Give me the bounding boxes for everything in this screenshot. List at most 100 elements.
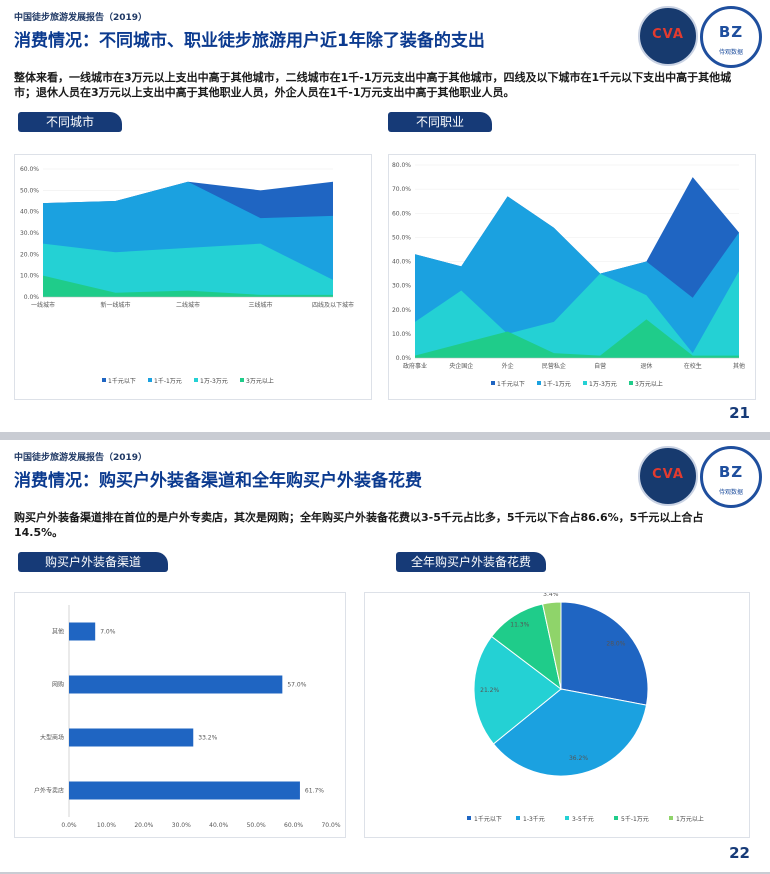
chart-spend-panel: 28.0% 36.2% 21.2% 11.3% 3.4% 1千元以下 1-3千元 3-5千元 5… (364, 592, 750, 838)
category-label: 户外专卖店 (34, 787, 64, 795)
y-tick-label: 70.0% (392, 186, 411, 193)
slice-value-label: 21.2% (480, 687, 499, 694)
legend-swatch (669, 816, 673, 820)
x-tick-label: 三线城市 (248, 301, 272, 309)
bar-value-label: 33.2% (198, 735, 217, 742)
legend-swatch (491, 381, 495, 385)
pie-slice (560, 601, 649, 706)
area-series-3 (43, 243, 333, 297)
chart-city-panel: 0.0% 10.0% 20.0% 30.0% 40.0% 50.0% 60.0% 一线城市 新一… (14, 154, 372, 400)
cva-logo: CVA (638, 446, 698, 506)
bar (69, 728, 194, 747)
bar-value-label: 61.7% (305, 788, 324, 795)
y-tick-label: 20.0% (20, 251, 39, 258)
bar-value-label: 7.0% (100, 629, 116, 636)
legend-label: 5千-1万元 (621, 815, 649, 823)
x-tick-label: 40.0% (209, 822, 228, 829)
cva-logo-text: CVA (652, 467, 684, 482)
x-tick-label: 20.0% (134, 822, 153, 829)
slide-summary: 购买户外装备渠道排在首位的是户外专卖店，其次是网购；全年购买户外装备花费以3-5… (14, 511, 704, 539)
legend-label: 1千-1万元 (154, 377, 182, 385)
legend-swatch (102, 378, 106, 382)
x-tick-label: 70.0% (321, 822, 340, 829)
y-tick-label: 30.0% (20, 230, 39, 237)
x-tick-label: 60.0% (284, 822, 303, 829)
legend-swatch (194, 378, 198, 382)
x-tick-label: 民营私企 (542, 362, 566, 370)
y-tick-label: 60.0% (392, 210, 411, 217)
slide-21: 中国徒步旅游发展报告（2019） 消费情况：不同城市、职业徒步旅游用户近1年除了… (0, 0, 770, 432)
legend-swatch (629, 381, 633, 385)
y-tick-label: 20.0% (392, 307, 411, 314)
x-tick-label: 自营 (594, 362, 606, 370)
y-tick-label: 50.0% (20, 187, 39, 194)
tag-city: 不同城市 (18, 112, 122, 132)
legend-label: 1万-3万元 (200, 378, 228, 385)
slide-title: 消费情况：不同城市、职业徒步旅游用户近1年除了装备的支出 (14, 31, 485, 51)
legend-label: 1千元以下 (474, 815, 502, 823)
legend-swatch (467, 816, 471, 820)
y-tick-label: 0.0% (396, 355, 412, 362)
legend-label: 1-3千元 (523, 815, 545, 823)
tag-channel: 购买户外装备渠道 (18, 552, 168, 572)
slide-title: 消费情况：购买户外装备渠道和全年购买户外装备花费 (14, 471, 422, 491)
bar (69, 675, 283, 694)
legend-label: 1千元以下 (108, 377, 136, 385)
legend-label: 1千-1万元 (543, 380, 571, 388)
legend-label: 3万元以上 (246, 377, 274, 385)
partner-logo: BZ 侍观数据 (700, 6, 762, 68)
bar (69, 781, 300, 800)
x-tick-label: 其他 (733, 362, 745, 370)
slice-value-label: 28.0% (606, 640, 625, 647)
tag-spend: 全年购买户外装备花费 (396, 552, 546, 572)
legend-label: 1万元以上 (676, 815, 704, 823)
x-tick-label: 退休 (640, 362, 652, 370)
chart-city: 0.0% 10.0% 20.0% 30.0% 40.0% 50.0% 60.0% 一线城市 新一… (20, 166, 354, 385)
pie-slice (541, 601, 562, 690)
slice-value-label: 36.2% (569, 755, 588, 762)
cva-logo: CVA (638, 6, 698, 66)
legend-swatch (148, 378, 152, 382)
bar (69, 622, 96, 641)
partner-logo-sub: 侍观数据 (718, 489, 743, 496)
x-tick-label: 四线及以下城市 (312, 301, 354, 309)
y-tick-label: 80.0% (392, 162, 411, 169)
x-tick-label: 30.0% (172, 822, 191, 829)
legend-label: 1千元以下 (497, 380, 525, 388)
partner-logo-text: BZ (718, 23, 744, 41)
chart-channel-panel: 其他 7.0% 网购 57.0% 大型商场 33.2% 户外专卖店 61.7% 0.0% 10.0… (14, 592, 346, 838)
x-tick-label: 10.0% (97, 822, 116, 829)
area-series-4 (43, 275, 333, 297)
cva-logo-text: CVA (652, 27, 684, 42)
chart-channel: 其他 7.0% 网购 57.0% 大型商场 33.2% 户外专卖店 61.7% 0.0% 10.0… (34, 605, 341, 829)
y-tick-label: 60.0% (20, 166, 39, 173)
slide-22: 中国徒步旅游发展报告（2019） 消费情况：购买户外装备渠道和全年购买户外装备花… (0, 440, 770, 872)
legend-swatch (240, 378, 244, 382)
legend-label: 1万-3万元 (589, 381, 617, 388)
y-tick-label: 10.0% (392, 331, 411, 338)
legend-swatch (565, 816, 569, 820)
category-label: 大型商场 (40, 734, 64, 742)
chart-job: 0.0% 10.0% 20.0% 30.0% 40.0% 50.0% 60.0% 70.0% 8… (392, 162, 745, 388)
report-title: 中国徒步旅游发展报告（2019） (14, 453, 148, 463)
chart-job-panel: 0.0% 10.0% 20.0% 30.0% 40.0% 50.0% 60.0% 70.0% 8… (388, 154, 756, 400)
pie-slice (473, 635, 562, 745)
x-tick-label: 央企国企 (449, 362, 473, 370)
y-tick-label: 50.0% (392, 234, 411, 241)
page-number: 21 (729, 404, 750, 422)
y-tick-label: 10.0% (20, 273, 39, 280)
x-tick-label: 政府事业 (403, 362, 427, 370)
x-tick-label: 0.0% (61, 822, 77, 829)
legend-label: 3-5千元 (572, 815, 594, 823)
legend-swatch (583, 381, 587, 385)
report-title: 中国徒步旅游发展报告（2019） (14, 13, 148, 23)
x-tick-label: 外企 (502, 362, 514, 370)
legend-swatch (516, 816, 520, 820)
partner-logo-text: BZ (718, 463, 744, 481)
partner-logo: BZ 侍观数据 (700, 446, 762, 508)
y-tick-label: 0.0% (24, 294, 40, 301)
area-series-4 (415, 319, 739, 358)
tag-job: 不同职业 (388, 112, 492, 132)
chart-spend: 28.0% 36.2% 21.2% 11.3% 3.4% 1千元以下 1-3千元 3-5千元 5… (467, 593, 704, 823)
pie-slice (492, 688, 648, 777)
